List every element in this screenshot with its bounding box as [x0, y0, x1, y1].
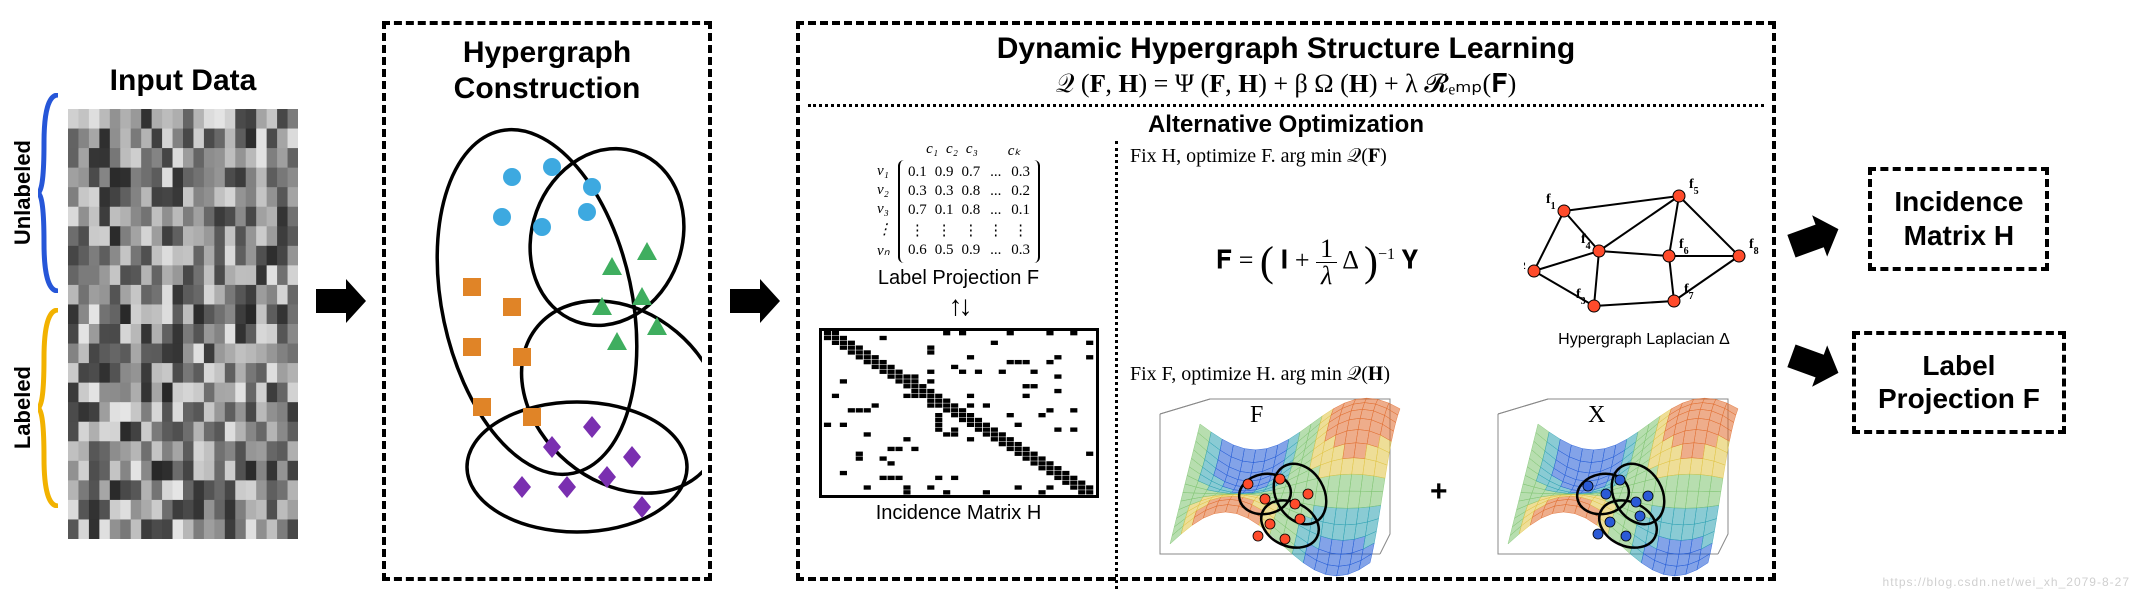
arrow-2	[722, 273, 786, 329]
output-projection: Label Projection F	[1852, 331, 2066, 434]
fixF-line: Fix F, optimize H. arg min 𝒬(𝐇)	[1130, 363, 1764, 386]
label-proj-caption: Label Projection F	[878, 267, 1039, 290]
dynamic-title: Dynamic Hypergraph Structure Learning	[808, 31, 1764, 67]
svg-text:f2: f2	[1524, 252, 1526, 272]
brace-unlabeled	[38, 93, 62, 293]
svg-text:f1: f1	[1546, 192, 1556, 212]
unlabeled-label: Unlabeled	[10, 140, 36, 245]
updown-arrows: ↑↓	[949, 290, 969, 322]
col-h1: c₁	[926, 141, 938, 160]
svg-text:f8: f8	[1749, 237, 1759, 257]
col-gap	[986, 141, 1000, 160]
col-h3: c₃	[966, 141, 978, 160]
alt-opt-right: Fix H, optimize F. arg min 𝒬(𝐅) 𝐅 = ( 𝐈 …	[1124, 141, 1764, 589]
incidence-sparse-matrix	[819, 328, 1099, 498]
svg-text:F: F	[1250, 402, 1263, 428]
plus-sign: +	[1430, 475, 1448, 509]
arrow-out-2	[1786, 336, 1842, 392]
svg-text:f6: f6	[1679, 237, 1689, 257]
hypergraph-panel: Hypergraph Construction	[382, 21, 712, 581]
alt-opt-title: Alternative Optimization	[1148, 111, 1424, 140]
input-data-section: Unlabeled Labeled Input Data	[10, 63, 298, 539]
split-labels: Unlabeled Labeled	[10, 86, 62, 516]
col-hk: cₖ	[1008, 141, 1021, 160]
brace-labeled	[38, 308, 62, 508]
hypergraph-diagram	[392, 107, 702, 567]
col-h2: c₂	[946, 141, 958, 160]
watermark: https://blog.csdn.net/wei_xh_2079-8-27	[1883, 575, 2130, 589]
laplacian-graph: f1f2f3f4f5f6f7f8	[1524, 176, 1764, 326]
output-incidence: Incidence Matrix H	[1868, 167, 2049, 270]
hypergraph-title: Hypergraph Construction	[454, 35, 641, 107]
surface-X: X	[1468, 394, 1748, 584]
fixH-formula: 𝐅 = ( 𝐈 + 1 λ Δ )−1 𝐘	[1130, 236, 1504, 289]
arrow-1	[308, 273, 372, 329]
surface-F: F	[1130, 394, 1410, 584]
label-projection-matrix: v₁v₂v₃⋮vₙ 0.10.90.7...0.30.30.30.8...0.2…	[877, 160, 1040, 263]
incidence-caption: Incidence Matrix H	[876, 502, 1042, 525]
fixH-line: Fix H, optimize F. arg min 𝒬(𝐅)	[1130, 145, 1764, 168]
dynamic-panel: Dynamic Hypergraph Structure Learning 𝒬 …	[796, 21, 1776, 581]
dynamic-equation: 𝒬 (𝐅, 𝐇) = Ψ (𝐅, 𝐇) + β Ω (𝐇) + λ 𝓡ₑₘₚ(𝐅…	[808, 69, 1764, 100]
input-pixel-grid	[68, 109, 298, 539]
dynamic-header: Dynamic Hypergraph Structure Learning 𝒬 …	[808, 31, 1764, 107]
labeled-label: Labeled	[10, 366, 36, 449]
svg-text:X: X	[1588, 402, 1605, 428]
svg-text:f3: f3	[1576, 287, 1586, 307]
svg-text:f5: f5	[1689, 177, 1699, 197]
output-arrows	[1786, 210, 1842, 392]
outputs: Incidence Matrix H Label Projection F	[1852, 167, 2066, 433]
svg-text:f7: f7	[1684, 282, 1694, 302]
input-title: Input Data	[110, 63, 257, 99]
lap-caption: Hypergraph Laplacian Δ	[1524, 331, 1764, 349]
alt-opt-left: c₁ c₂ c₃ cₖ v₁v₂v₃⋮vₙ 0.10.90.7...0.30.3…	[808, 141, 1118, 589]
arrow-out-1	[1786, 210, 1842, 266]
